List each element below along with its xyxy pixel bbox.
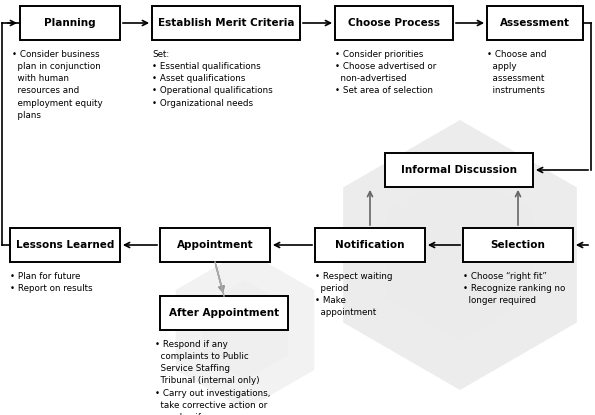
Text: • Choose “right fit”
• Recognize ranking no
  longer required: • Choose “right fit” • Recognize ranking… bbox=[463, 272, 565, 305]
Text: • Choose and
  apply
  assessment
  instruments: • Choose and apply assessment instrument… bbox=[487, 50, 546, 95]
Bar bbox=[487, 6, 583, 40]
Text: Lessons Learned: Lessons Learned bbox=[16, 240, 114, 250]
Polygon shape bbox=[386, 170, 534, 340]
Polygon shape bbox=[176, 250, 314, 410]
Bar bbox=[10, 228, 120, 262]
Polygon shape bbox=[343, 120, 577, 390]
Text: Set:
• Essential qualifications
• Asset qualifications
• Operational qualificati: Set: • Essential qualifications • Asset … bbox=[152, 50, 273, 107]
Bar bbox=[463, 228, 573, 262]
Text: Informal Discussion: Informal Discussion bbox=[401, 165, 517, 175]
Bar bbox=[160, 296, 288, 330]
Text: • Consider business
  plan in conjunction
  with human
  resources and
  employm: • Consider business plan in conjunction … bbox=[12, 50, 102, 120]
Bar bbox=[315, 228, 425, 262]
Bar bbox=[335, 6, 453, 40]
Text: Establish Merit Criteria: Establish Merit Criteria bbox=[158, 18, 295, 28]
Text: • Plan for future
• Report on results: • Plan for future • Report on results bbox=[10, 272, 93, 293]
Text: • Respond if any
  complaints to Public
  Service Staffing
  Tribunal (internal : • Respond if any complaints to Public Se… bbox=[155, 340, 270, 415]
Bar bbox=[160, 228, 270, 262]
Text: After Appointment: After Appointment bbox=[169, 308, 279, 318]
Text: Planning: Planning bbox=[44, 18, 96, 28]
Text: Notification: Notification bbox=[335, 240, 405, 250]
Bar bbox=[385, 153, 533, 187]
Text: • Consider priorities
• Choose advertised or
  non-advertised
• Set area of sele: • Consider priorities • Choose advertise… bbox=[335, 50, 436, 95]
Bar bbox=[20, 6, 120, 40]
Text: Assessment: Assessment bbox=[500, 18, 570, 28]
Text: Appointment: Appointment bbox=[177, 240, 253, 250]
Bar bbox=[152, 6, 300, 40]
Polygon shape bbox=[202, 280, 289, 380]
Text: • Respect waiting
  period
• Make
  appointment: • Respect waiting period • Make appointm… bbox=[315, 272, 393, 317]
Text: Choose Process: Choose Process bbox=[348, 18, 440, 28]
Text: Selection: Selection bbox=[490, 240, 546, 250]
